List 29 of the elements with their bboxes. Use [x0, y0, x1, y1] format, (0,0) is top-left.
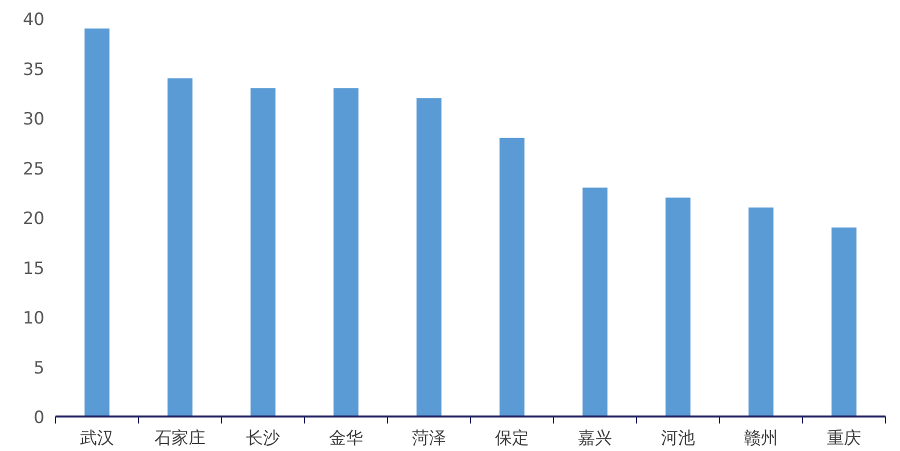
x-tick-label: 保定	[495, 428, 529, 448]
x-tick-label: 嘉兴	[578, 428, 612, 448]
y-tick-label: 20	[22, 209, 45, 229]
y-tick-label: 30	[22, 110, 45, 130]
bar	[500, 138, 524, 416]
bar	[582, 188, 608, 416]
bar	[334, 88, 358, 416]
y-tick-label: 10	[22, 308, 45, 328]
y-tick-label: 0	[34, 408, 45, 428]
y-tick-label: 15	[22, 258, 45, 279]
y-tick-label: 5	[34, 358, 45, 378]
x-tick-label: 武汉	[80, 428, 114, 448]
y-tick-label: 40	[22, 10, 45, 30]
x-tick-label: 菏泽	[412, 428, 446, 448]
y-tick-label: 35	[22, 60, 45, 80]
x-tick-label: 重庆	[827, 428, 861, 448]
x-tick-label: 赣州	[744, 428, 778, 448]
x-tick-label: 河池	[661, 428, 695, 448]
bar	[666, 198, 690, 416]
x-tick-label: 长沙	[246, 428, 280, 448]
bar	[832, 227, 856, 416]
bar	[748, 208, 774, 416]
bar	[416, 98, 442, 416]
bar	[250, 88, 276, 416]
bar	[168, 78, 192, 416]
x-tick-label: 金华	[329, 428, 363, 448]
bar	[84, 28, 110, 416]
x-tick-label: 石家庄	[154, 428, 206, 448]
y-tick-label: 25	[22, 159, 45, 180]
